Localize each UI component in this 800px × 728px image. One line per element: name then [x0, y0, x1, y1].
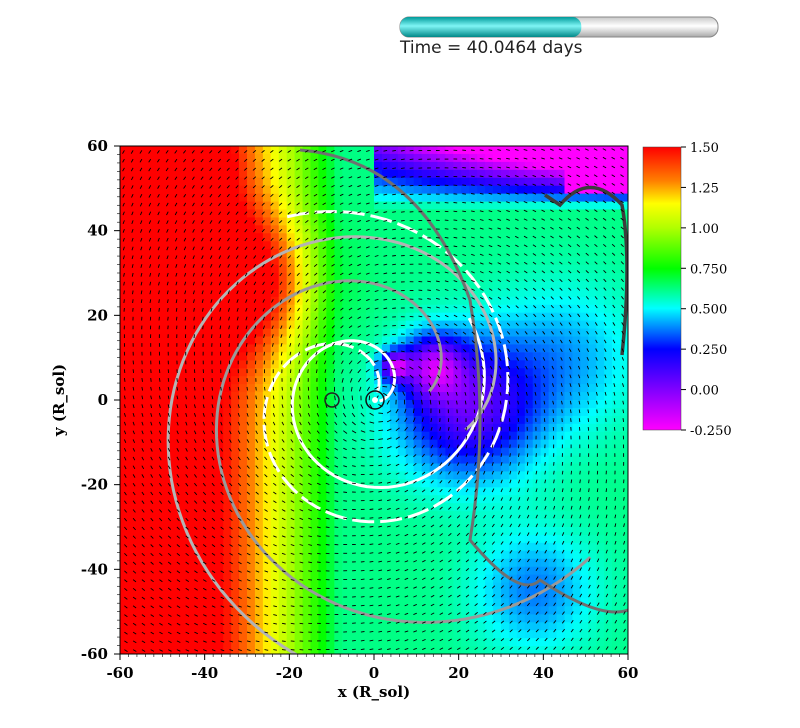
colorbar-tick-label: 0.750 [690, 262, 727, 277]
contour-lines [166, 148, 628, 654]
x-tick-label: -20 [276, 664, 303, 682]
colorbar-tick-label: 1.00 [690, 222, 719, 237]
colorbar-tick-label: -0.250 [690, 424, 732, 439]
y-tick-label: -40 [81, 560, 108, 578]
binary-markers [324, 390, 385, 410]
colorbar [642, 146, 682, 431]
star-marker [324, 392, 340, 408]
colorbar-tick-label: 1.50 [690, 141, 719, 156]
x-tick-label: 20 [448, 664, 469, 682]
colorbar-tick-label: 1.25 [690, 181, 719, 196]
y-tick-label: -60 [81, 645, 108, 663]
time-progress-bar [399, 16, 719, 38]
x-tick-label: 60 [618, 664, 639, 682]
progress-fill [400, 17, 582, 37]
companion-core [372, 397, 378, 403]
y-axis: 60 40 20 0 -20 -40 -60 [81, 137, 120, 663]
time-label: Time = 40.0464 days [400, 38, 583, 58]
y-tick-label: 20 [87, 306, 108, 324]
y-tick-label: 60 [87, 137, 108, 155]
y-axis-label: y (R_sol) [50, 364, 68, 437]
x-tick-label: 40 [533, 664, 554, 682]
x-tick-label: -60 [106, 664, 133, 682]
velocity-vectors [122, 148, 626, 652]
colorbar-tick-label: 0.500 [690, 303, 727, 318]
x-tick-label: 0 [369, 664, 379, 682]
y-tick-label: 40 [87, 222, 108, 240]
x-tick-label: -40 [191, 664, 218, 682]
colorbar-tick-label: 0.00 [690, 384, 719, 399]
colorbar-ticks: 1.50 1.25 1.00 0.750 0.500 0.250 0.00 -0.250 [681, 141, 732, 439]
y-tick-label: -20 [81, 476, 108, 494]
y-tick-label: 0 [98, 391, 108, 409]
x-axis-label: x (R_sol) [338, 683, 410, 701]
companion-marker [365, 390, 385, 410]
x-axis: -60 -40 -20 0 20 40 60 [106, 654, 638, 682]
colorbar-tick-label: 0.250 [690, 343, 727, 358]
